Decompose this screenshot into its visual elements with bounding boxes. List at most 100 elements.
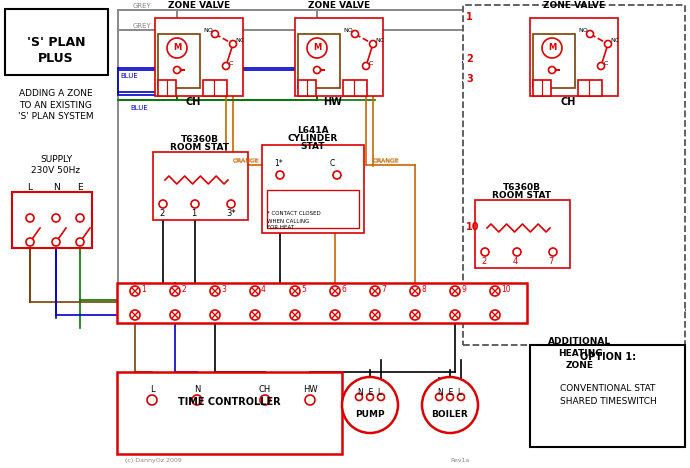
Bar	[343, 80, 367, 96]
Text: 2: 2	[159, 209, 164, 218]
Circle shape	[410, 286, 420, 296]
Text: T6360B: T6360B	[181, 135, 219, 144]
Text: 4: 4	[261, 285, 266, 294]
Circle shape	[250, 310, 260, 320]
Text: E: E	[77, 183, 83, 192]
Circle shape	[130, 310, 140, 320]
Text: L: L	[150, 385, 155, 394]
Text: 7: 7	[548, 257, 553, 266]
Circle shape	[481, 248, 489, 256]
Circle shape	[290, 286, 300, 296]
Bar	[153, 152, 248, 220]
Text: L: L	[28, 183, 32, 192]
Text: HW: HW	[303, 385, 317, 394]
Text: CH: CH	[186, 97, 201, 107]
Circle shape	[377, 394, 384, 401]
Circle shape	[52, 214, 60, 222]
Circle shape	[542, 38, 562, 58]
Text: ORANGE: ORANGE	[373, 158, 400, 163]
Text: ADDING A ZONE
TO AN EXISTING
'S' PLAN SYSTEM: ADDING A ZONE TO AN EXISTING 'S' PLAN SY…	[18, 89, 94, 121]
Text: ORANGE: ORANGE	[233, 159, 259, 164]
Circle shape	[366, 394, 373, 401]
Circle shape	[290, 310, 300, 320]
Circle shape	[513, 248, 521, 256]
Text: CONVENTIONAL STAT
SHARED TIMESWITCH: CONVENTIONAL STAT SHARED TIMESWITCH	[560, 384, 656, 406]
Text: N: N	[194, 385, 200, 394]
Text: * CONTACT CLOSED: * CONTACT CLOSED	[267, 211, 321, 216]
Circle shape	[210, 286, 220, 296]
Circle shape	[370, 41, 377, 47]
Circle shape	[446, 394, 453, 401]
Text: 2: 2	[181, 285, 186, 294]
Circle shape	[604, 41, 611, 47]
Text: C: C	[330, 159, 335, 168]
Bar	[117, 283, 527, 323]
Text: WHEN CALLING: WHEN CALLING	[267, 219, 309, 224]
Circle shape	[313, 66, 320, 73]
Bar	[5, 9, 108, 75]
Circle shape	[191, 200, 199, 208]
Text: PUMP: PUMP	[355, 410, 385, 419]
Text: M: M	[173, 44, 181, 52]
Circle shape	[490, 310, 500, 320]
Text: N  E  L: N E L	[358, 388, 382, 397]
Text: CYLINDER: CYLINDER	[288, 134, 338, 143]
Circle shape	[210, 310, 220, 320]
Text: FOR HEAT: FOR HEAT	[267, 225, 294, 230]
Text: BOILER: BOILER	[432, 410, 469, 419]
Circle shape	[307, 38, 327, 58]
Text: NO: NO	[578, 28, 588, 33]
Circle shape	[549, 248, 557, 256]
Text: 1: 1	[466, 12, 473, 22]
Text: N: N	[52, 183, 59, 192]
Bar	[475, 200, 570, 268]
Text: V4043H
ZONE VALVE: V4043H ZONE VALVE	[308, 0, 370, 10]
Circle shape	[351, 30, 359, 37]
Text: 3: 3	[221, 285, 226, 294]
Text: STAT: STAT	[301, 142, 325, 151]
Circle shape	[227, 200, 235, 208]
Text: 4: 4	[513, 257, 518, 266]
Text: N  E  L: N E L	[438, 388, 462, 397]
Bar	[530, 18, 618, 96]
Text: M: M	[313, 44, 321, 52]
Text: C: C	[369, 61, 373, 66]
Circle shape	[173, 66, 181, 73]
Circle shape	[490, 286, 500, 296]
Text: V4043H
ZONE VALVE: V4043H ZONE VALVE	[543, 0, 605, 10]
Circle shape	[76, 238, 84, 246]
Bar	[298, 34, 340, 88]
Text: 7: 7	[381, 285, 386, 294]
Text: HW: HW	[324, 97, 342, 107]
Bar	[578, 80, 602, 96]
Circle shape	[76, 214, 84, 222]
Circle shape	[52, 238, 60, 246]
Bar	[12, 192, 92, 248]
Circle shape	[370, 286, 380, 296]
Text: ORANGE: ORANGE	[373, 159, 400, 164]
Text: ADDITIONAL
HEATING
ZONE: ADDITIONAL HEATING ZONE	[549, 337, 611, 370]
Circle shape	[260, 395, 270, 405]
Circle shape	[230, 41, 237, 47]
Bar	[203, 80, 227, 96]
Circle shape	[26, 214, 34, 222]
Circle shape	[370, 310, 380, 320]
Bar	[262, 145, 364, 233]
Circle shape	[330, 310, 340, 320]
Text: L641A: L641A	[297, 126, 329, 135]
Text: 5: 5	[301, 285, 306, 294]
Text: NC: NC	[610, 38, 619, 43]
Text: 2: 2	[481, 257, 486, 266]
Circle shape	[333, 171, 341, 179]
Circle shape	[342, 377, 398, 433]
Text: 2: 2	[466, 54, 473, 64]
Text: OPTION 1:: OPTION 1:	[580, 352, 636, 362]
Circle shape	[170, 310, 180, 320]
Bar	[530, 345, 685, 447]
Text: 1: 1	[191, 209, 196, 218]
Text: 3*: 3*	[226, 209, 235, 218]
Circle shape	[159, 200, 167, 208]
Text: ROOM STAT: ROOM STAT	[170, 143, 230, 152]
Circle shape	[549, 66, 555, 73]
Bar	[295, 18, 383, 96]
